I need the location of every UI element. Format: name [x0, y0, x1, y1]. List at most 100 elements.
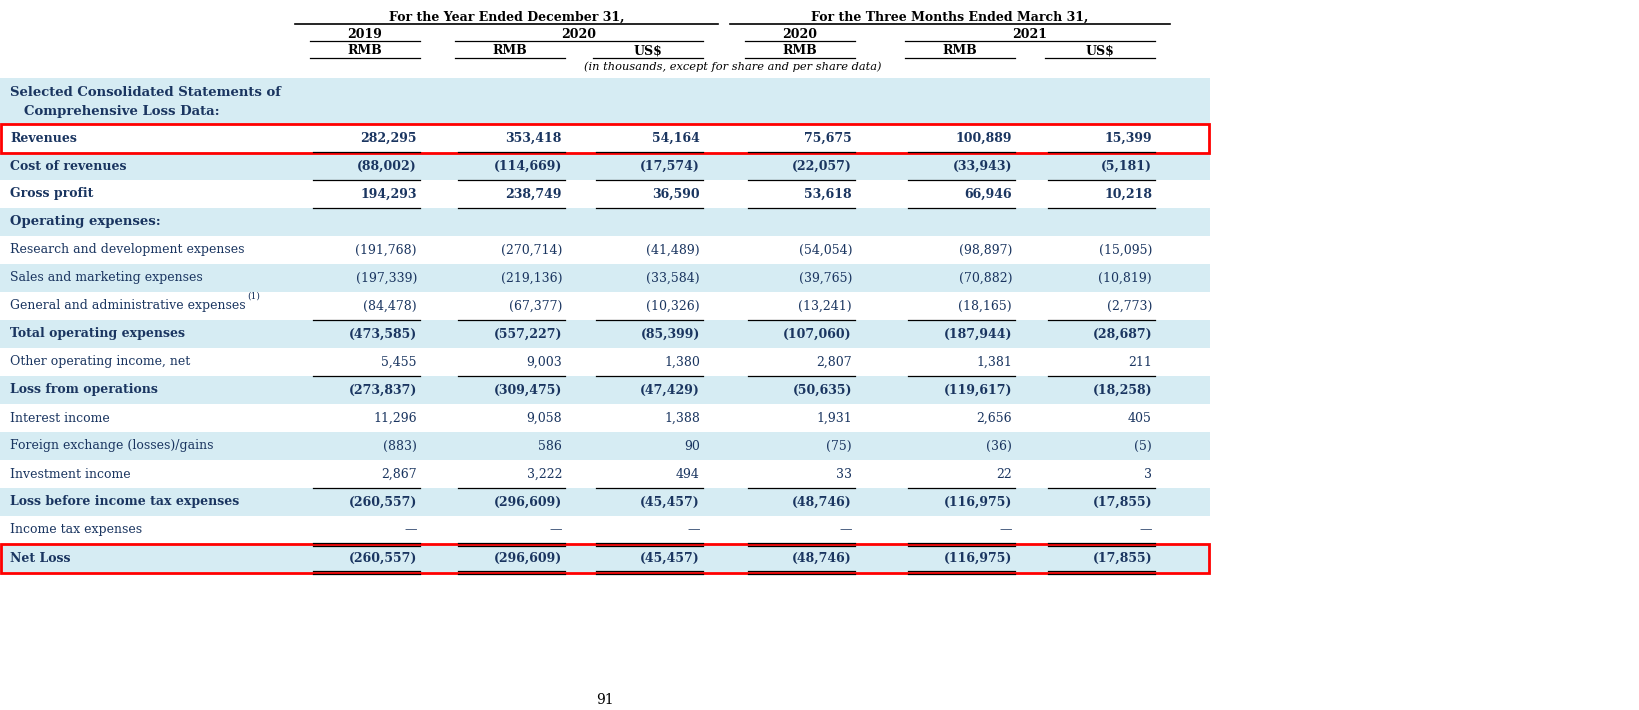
Text: Operating expenses:: Operating expenses: [10, 216, 161, 229]
Text: (2,773): (2,773) [1106, 300, 1152, 312]
Text: Loss before income tax expenses: Loss before income tax expenses [10, 496, 239, 508]
Text: —: — [839, 523, 852, 537]
Text: (41,489): (41,489) [646, 244, 700, 256]
Text: (116,975): (116,975) [944, 496, 1011, 508]
Text: (45,457): (45,457) [641, 552, 700, 564]
Text: Selected Consolidated Statements of: Selected Consolidated Statements of [10, 86, 280, 99]
Text: Net Loss: Net Loss [10, 552, 70, 564]
Text: (17,574): (17,574) [641, 160, 700, 173]
Text: 2020: 2020 [782, 28, 818, 40]
Text: (114,669): (114,669) [493, 160, 562, 173]
Text: 9,058: 9,058 [526, 412, 562, 425]
Text: 15,399: 15,399 [1105, 131, 1152, 145]
Text: (33,943): (33,943) [952, 160, 1011, 173]
Text: (296,609): (296,609) [493, 552, 562, 564]
Text: 100,889: 100,889 [956, 131, 1011, 145]
Text: 90: 90 [683, 439, 700, 452]
Text: (48,746): (48,746) [792, 552, 852, 564]
Text: (187,944): (187,944) [944, 327, 1011, 341]
Text: US$: US$ [634, 45, 662, 58]
Text: 22: 22 [997, 467, 1011, 481]
Text: 10,218: 10,218 [1105, 187, 1152, 200]
Text: (197,339): (197,339) [356, 271, 416, 285]
Text: (98,897): (98,897) [959, 244, 1011, 256]
Text: 75,675: 75,675 [805, 131, 852, 145]
Text: (883): (883) [384, 439, 416, 452]
Text: 54,164: 54,164 [652, 131, 700, 145]
Text: (28,687): (28,687) [1092, 327, 1152, 341]
Bar [0, 460, 1210, 488]
Text: (273,837): (273,837) [349, 383, 416, 396]
Text: 494: 494 [677, 467, 700, 481]
Text: Income tax expenses: Income tax expenses [10, 523, 143, 537]
Text: For the Year Ended December 31,: For the Year Ended December 31, [388, 11, 624, 23]
Text: (36): (36) [987, 439, 1011, 452]
Bar [2, 124, 1210, 153]
Text: 36,590: 36,590 [652, 187, 700, 200]
Text: Foreign exchange (losses)/gains: Foreign exchange (losses)/gains [10, 439, 213, 452]
Text: —: — [549, 523, 562, 537]
Text: 9,003: 9,003 [526, 356, 562, 368]
Bar [0, 152, 1210, 180]
Text: (5,181): (5,181) [1101, 160, 1152, 173]
Text: 2019: 2019 [347, 28, 382, 40]
Text: (5): (5) [1134, 439, 1152, 452]
Text: (1): (1) [247, 292, 261, 301]
Text: General and administrative expenses: General and administrative expenses [10, 300, 246, 312]
Text: (39,765): (39,765) [798, 271, 852, 285]
Bar [0, 432, 1210, 460]
Text: (107,060): (107,060) [783, 327, 852, 341]
Bar [0, 292, 1210, 320]
Bar [0, 124, 1210, 152]
Text: (33,584): (33,584) [646, 271, 700, 285]
Text: (296,609): (296,609) [493, 496, 562, 508]
Text: RMB: RMB [347, 45, 382, 58]
Text: 238,749: 238,749 [505, 187, 562, 200]
Text: (17,855): (17,855) [1092, 552, 1152, 564]
Bar [0, 78, 1210, 124]
Text: (17,855): (17,855) [1092, 496, 1152, 508]
Text: (18,165): (18,165) [959, 300, 1011, 312]
Text: 211: 211 [1128, 356, 1152, 368]
Text: US$: US$ [1085, 45, 1115, 58]
Text: 5,455: 5,455 [382, 356, 416, 368]
Text: (85,399): (85,399) [641, 327, 700, 341]
Text: —: — [687, 523, 700, 537]
Text: 1,931: 1,931 [816, 412, 852, 425]
Text: For the Three Months Ended March 31,: For the Three Months Ended March 31, [811, 11, 1088, 23]
Text: (18,258): (18,258) [1092, 383, 1152, 396]
Text: RMB: RMB [493, 45, 528, 58]
Bar [0, 488, 1210, 516]
Text: (70,882): (70,882) [959, 271, 1011, 285]
Text: 1,381: 1,381 [977, 356, 1011, 368]
Bar [0, 404, 1210, 432]
Bar [0, 236, 1210, 264]
Text: (260,557): (260,557) [349, 496, 416, 508]
Text: (54,054): (54,054) [798, 244, 852, 256]
Text: (473,585): (473,585) [349, 327, 416, 341]
Text: 2020: 2020 [562, 28, 597, 40]
Text: (15,095): (15,095) [1098, 244, 1152, 256]
Text: 3,222: 3,222 [526, 467, 562, 481]
Text: RMB: RMB [942, 45, 977, 58]
Text: (in thousands, except for share and per share data): (in thousands, except for share and per … [583, 62, 882, 72]
Text: 33: 33 [836, 467, 852, 481]
Text: (10,819): (10,819) [1098, 271, 1152, 285]
Text: Other operating income, net: Other operating income, net [10, 356, 190, 368]
Text: 66,946: 66,946 [964, 187, 1011, 200]
Text: 1,388: 1,388 [664, 412, 700, 425]
Text: (67,377): (67,377) [508, 300, 562, 312]
Bar [0, 320, 1210, 348]
Text: 91: 91 [597, 693, 615, 707]
Bar [2, 544, 1210, 573]
Text: 2,656: 2,656 [977, 412, 1011, 425]
Text: (191,768): (191,768) [356, 244, 416, 256]
Text: (84,478): (84,478) [364, 300, 416, 312]
Text: (10,326): (10,326) [646, 300, 700, 312]
Text: (50,635): (50,635) [793, 383, 852, 396]
Text: Loss from operations: Loss from operations [10, 383, 157, 396]
Bar [0, 264, 1210, 292]
Text: 194,293: 194,293 [361, 187, 416, 200]
Bar [0, 516, 1210, 544]
Text: 11,296: 11,296 [374, 412, 416, 425]
